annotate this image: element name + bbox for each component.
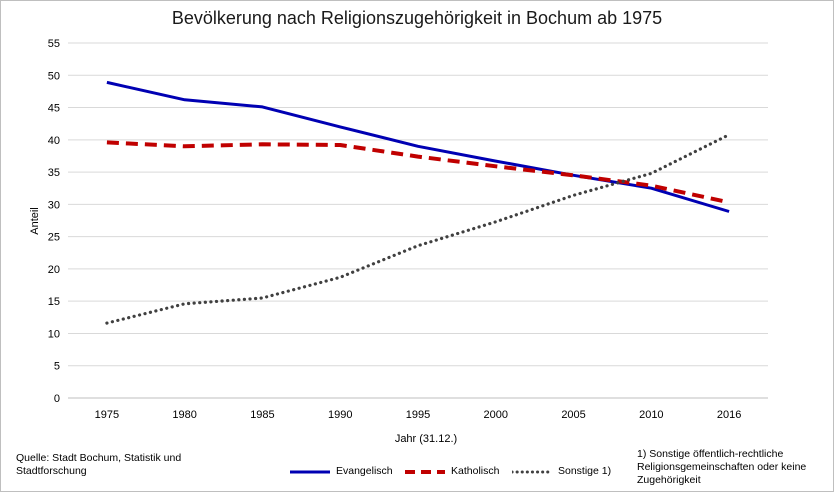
x-tick-label: 1990 bbox=[328, 409, 352, 421]
series-line-evangelisch bbox=[106, 80, 730, 213]
legend-label: Sonstige 1) bbox=[558, 465, 612, 477]
x-tick-label: 2000 bbox=[484, 409, 508, 421]
y-tick-label: 15 bbox=[48, 296, 60, 308]
legend-label: Evangelisch bbox=[336, 465, 393, 477]
legend-swatch-evangelisch bbox=[290, 470, 330, 474]
y-tick-label: 20 bbox=[48, 264, 60, 276]
y-tick-label: 5 bbox=[54, 361, 60, 373]
footnote: 1) Sonstige öffentlich-rechtliche Religi… bbox=[637, 448, 807, 486]
x-tick-label: 1975 bbox=[95, 409, 119, 421]
y-tick-label: 50 bbox=[48, 70, 60, 82]
x-tick-label: 1980 bbox=[172, 409, 196, 421]
y-tick-label: 30 bbox=[48, 199, 60, 211]
x-tick-label: 2005 bbox=[561, 409, 585, 421]
source-note: Quelle: Stadt Bochum, Statistik und Stad… bbox=[16, 452, 182, 477]
x-tick-label: 2016 bbox=[717, 409, 741, 421]
y-tick-label: 10 bbox=[48, 328, 60, 340]
y-tick-label: 40 bbox=[48, 135, 60, 147]
legend-swatch-katholisch bbox=[405, 470, 445, 474]
x-tick-label: 1995 bbox=[406, 409, 430, 421]
y-tick-label: 55 bbox=[48, 38, 60, 50]
y-axis-label: Anteil bbox=[29, 207, 41, 235]
y-tick-label: 25 bbox=[48, 232, 60, 244]
y-tick-label: 45 bbox=[48, 103, 60, 115]
series-line-sonstige-1 bbox=[105, 133, 731, 325]
legend-swatch-sonstige bbox=[512, 470, 552, 474]
y-tick-label: 35 bbox=[48, 167, 60, 179]
x-tick-label: 1985 bbox=[250, 409, 274, 421]
x-axis-label: Jahr (31.12.) bbox=[395, 433, 457, 445]
y-tick-label: 0 bbox=[54, 393, 60, 405]
x-tick-label: 2010 bbox=[639, 409, 663, 421]
legend-label: Katholisch bbox=[451, 465, 500, 477]
chart-title: Bevölkerung nach Religionszugehörigkeit … bbox=[171, 8, 663, 28]
